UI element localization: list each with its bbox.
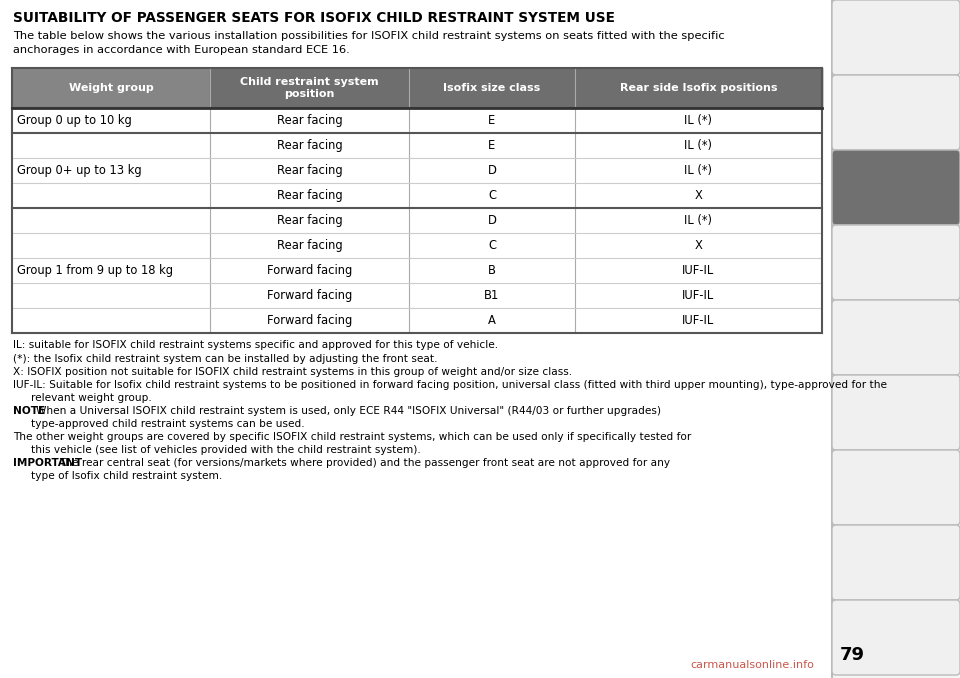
Text: IMPORTANT: IMPORTANT [13, 458, 85, 468]
Text: D: D [488, 214, 496, 227]
Text: carmanualsonline.info: carmanualsonline.info [690, 660, 814, 670]
Text: The other weight groups are covered by specific ISOFIX child restraint systems, : The other weight groups are covered by s… [13, 433, 691, 443]
Text: D: D [488, 164, 496, 177]
FancyBboxPatch shape [832, 75, 960, 150]
Text: IL (*): IL (*) [684, 164, 712, 177]
Text: IUF-IL: IUF-IL [683, 264, 714, 277]
Text: IUF-IL: IUF-IL [683, 314, 714, 327]
Bar [12, 68, 822, 108]
Bar [12, 308, 822, 333]
Text: IL (*): IL (*) [684, 139, 712, 152]
Text: 79: 79 [840, 646, 865, 664]
FancyBboxPatch shape [832, 600, 960, 675]
Bar [575, 68, 822, 108]
Text: When a Universal ISOFIX child restraint system is used, only ECE R44 "ISOFIX Uni: When a Universal ISOFIX child restraint … [36, 407, 661, 416]
Text: anchorages in accordance with European standard ECE 16.: anchorages in accordance with European s… [13, 45, 349, 55]
Text: type of Isofix child restraint system.: type of Isofix child restraint system. [31, 471, 223, 481]
Text: Forward facing: Forward facing [267, 264, 352, 277]
Text: Rear facing: Rear facing [276, 189, 343, 202]
Text: A: A [488, 314, 496, 327]
FancyBboxPatch shape [832, 225, 960, 300]
Text: Rear facing: Rear facing [276, 139, 343, 152]
Bar [832, 0, 960, 678]
Text: Group 1 from 9 up to 18 kg: Group 1 from 9 up to 18 kg [17, 264, 173, 277]
Bar [409, 68, 575, 108]
Text: relevant weight group.: relevant weight group. [31, 393, 152, 403]
Text: The table below shows the various installation possibilities for ISOFIX child re: The table below shows the various instal… [13, 31, 725, 41]
Text: IL (*): IL (*) [684, 214, 712, 227]
Bar [12, 208, 822, 233]
FancyBboxPatch shape [832, 450, 960, 525]
Text: E: E [489, 139, 495, 152]
Text: B: B [488, 264, 496, 277]
Text: (*): the Isofix child restraint system can be installed by adjusting the front s: (*): the Isofix child restraint system c… [13, 353, 438, 363]
Text: C: C [488, 189, 496, 202]
Bar [12, 183, 822, 208]
Text: IL: suitable for ISOFIX child restraint systems specific and approved for this t: IL: suitable for ISOFIX child restraint … [13, 340, 498, 350]
Text: Group 0+ up to 13 kg: Group 0+ up to 13 kg [17, 164, 142, 177]
Text: Rear facing: Rear facing [276, 214, 343, 227]
Text: SUITABILITY OF PASSENGER SEATS FOR ISOFIX CHILD RESTRAINT SYSTEM USE: SUITABILITY OF PASSENGER SEATS FOR ISOFI… [13, 11, 614, 25]
Text: Isofix size class: Isofix size class [444, 83, 540, 93]
Text: X: X [694, 189, 703, 202]
FancyBboxPatch shape [832, 150, 960, 225]
Text: Forward facing: Forward facing [267, 314, 352, 327]
FancyBboxPatch shape [832, 525, 960, 600]
FancyBboxPatch shape [832, 375, 960, 450]
FancyBboxPatch shape [832, 0, 960, 75]
Text: IUF-IL: IUF-IL [683, 289, 714, 302]
Text: NOTE: NOTE [13, 407, 49, 416]
Bar [12, 233, 822, 258]
Text: Rear side Isofix positions: Rear side Isofix positions [620, 83, 778, 93]
Text: X: ISOFIX position not suitable for ISOFIX child restraint systems in this group: X: ISOFIX position not suitable for ISOF… [13, 367, 572, 377]
Text: type-approved child restraint systems can be used.: type-approved child restraint systems ca… [31, 419, 304, 429]
Text: Group 0 up to 10 kg: Group 0 up to 10 kg [17, 114, 132, 127]
Text: Rear facing: Rear facing [276, 239, 343, 252]
Bar [12, 133, 822, 158]
Text: Forward facing: Forward facing [267, 289, 352, 302]
Bar [12, 158, 822, 183]
Bar [12, 108, 822, 133]
FancyBboxPatch shape [832, 300, 960, 375]
Text: this vehicle (see list of vehicles provided with the child restraint system).: this vehicle (see list of vehicles provi… [31, 445, 420, 455]
Text: Rear facing: Rear facing [276, 114, 343, 127]
Text: E: E [489, 114, 495, 127]
Text: IL (*): IL (*) [684, 114, 712, 127]
Text: IUF-IL: Suitable for Isofix child restraint systems to be positioned in forward : IUF-IL: Suitable for Isofix child restra… [13, 380, 887, 391]
Text: Weight group: Weight group [69, 83, 154, 93]
Text: C: C [488, 239, 496, 252]
Bar [12, 258, 822, 283]
Text: The rear central seat (for versions/markets where provided) and the passenger fr: The rear central seat (for versions/mark… [59, 458, 670, 468]
Bar [210, 68, 409, 108]
Text: Rear facing: Rear facing [276, 164, 343, 177]
Text: B1: B1 [484, 289, 499, 302]
Text: Child restraint system
position: Child restraint system position [240, 77, 379, 99]
Text: X: X [694, 239, 703, 252]
Bar [12, 283, 822, 308]
